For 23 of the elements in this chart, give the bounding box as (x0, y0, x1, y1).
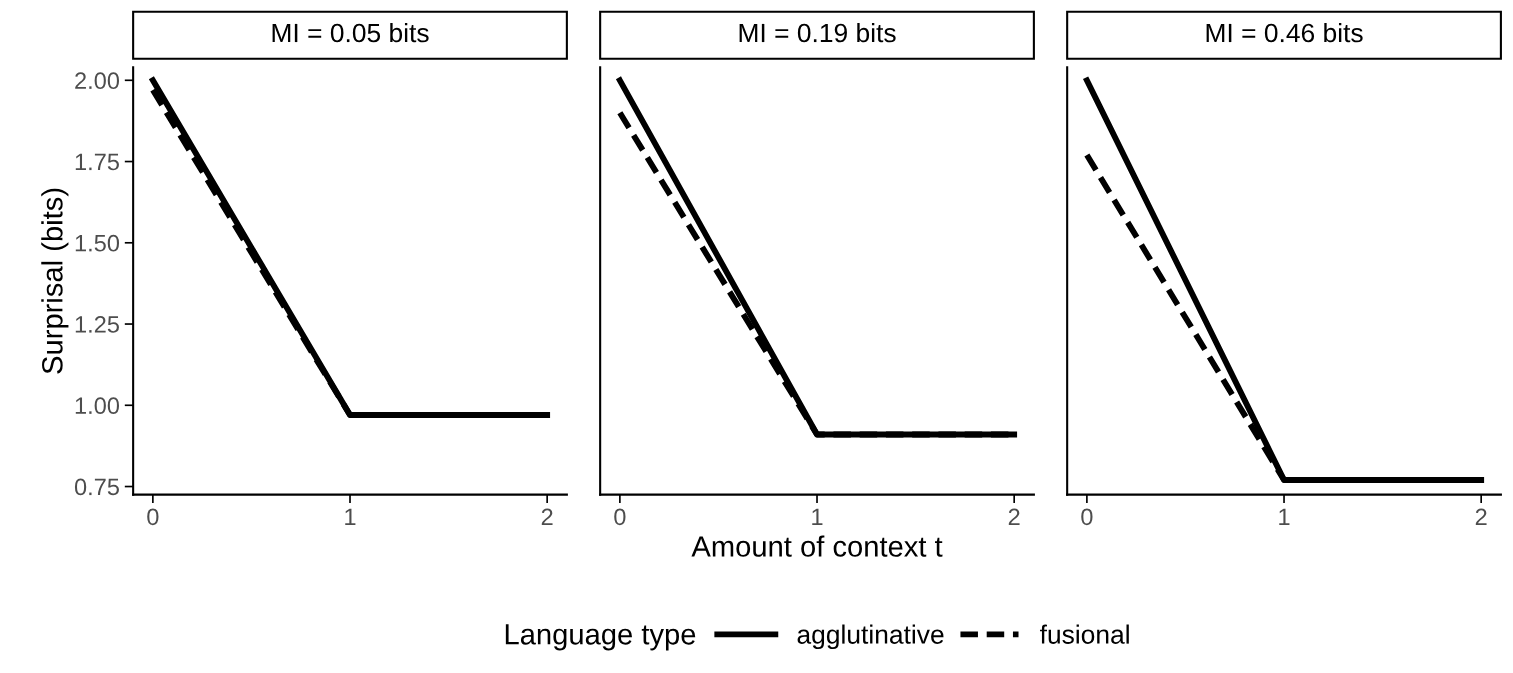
x-tick-label: 1 (812, 508, 823, 525)
x-tick-label: 2 (1008, 508, 1020, 525)
legend-label: fusional (1040, 624, 1129, 644)
y-tick-label: 1.50 (75, 234, 120, 252)
chart-title: MI = 0.46 bits (1206, 22, 1363, 43)
y-tick-label: 2.00 (75, 72, 120, 90)
legend-label: agglutinative (797, 624, 944, 650)
y-tick-label: 0.75 (74, 478, 119, 496)
y-axis-title: Surprisal (bits) (41, 188, 69, 374)
x-tick-label: 0 (147, 508, 159, 526)
y-tick-label: 1.75 (75, 153, 119, 171)
x-tick-label: 2 (541, 508, 553, 525)
legend-title: Language type (505, 624, 696, 651)
chart-title: MI = 0.19 bits (739, 22, 896, 43)
x-tick-label: 1 (1279, 508, 1290, 525)
x-tick-label: 2 (1475, 508, 1487, 525)
y-tick-label: 1.25 (75, 316, 119, 333)
x-tick-label: 0 (1081, 508, 1093, 526)
x-tick-label: 0 (614, 508, 626, 526)
y-tick-label: 1.00 (75, 397, 120, 415)
x-axis-title: Amount of context t (691, 535, 943, 557)
chart-title: MI = 0.05 bits (272, 22, 429, 43)
x-tick-label: 1 (345, 508, 356, 525)
